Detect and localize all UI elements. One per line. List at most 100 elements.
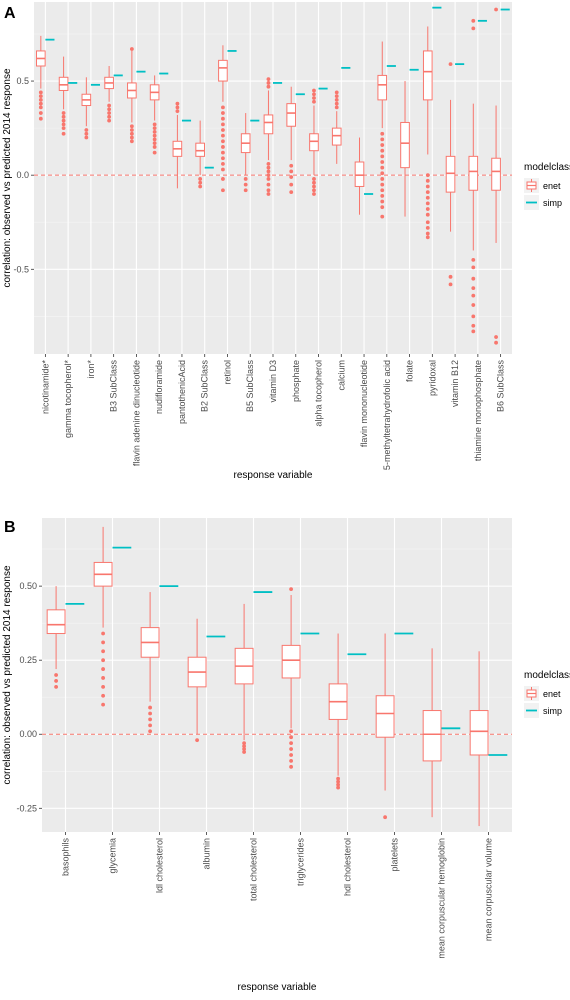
enet-box-9 (218, 45, 228, 193)
enet-box (286, 103, 297, 127)
enet-outlier (148, 723, 153, 728)
x-tick-label: vitamin B12 (450, 360, 460, 407)
enet-outlier (471, 323, 476, 328)
enet-outlier (289, 587, 293, 591)
enet-outlier (101, 667, 105, 671)
legend-title: modelclass (524, 670, 570, 681)
enet-outlier (129, 124, 134, 129)
enet-outlier (383, 815, 387, 820)
enet-box (281, 644, 301, 679)
enet-outlier (129, 135, 134, 140)
enet-outlier (312, 99, 316, 104)
enet-box-5 (127, 47, 137, 144)
enet-outlier (221, 122, 225, 127)
enet-box (46, 609, 66, 635)
enet-box (468, 155, 479, 191)
enet-outlier (380, 199, 385, 204)
enet-outlier (380, 148, 385, 153)
enet-outlier (448, 274, 453, 279)
enet-box (195, 142, 205, 157)
enet-outlier (221, 116, 225, 121)
enet-outlier (61, 118, 66, 123)
enet-outlier (266, 84, 271, 89)
enet-outlier (266, 177, 271, 181)
enet-outlier (129, 139, 134, 144)
x-tick-label: flavin adenine dinucleotide (131, 360, 141, 466)
enet-outlier (380, 177, 385, 181)
enet-outlier (54, 684, 58, 689)
enet-box-13 (309, 88, 319, 196)
y-axis-title: correlation: observed vs predicted 2014 … (2, 565, 13, 784)
enet-outlier (312, 96, 316, 100)
enet-outlier (152, 126, 157, 131)
enet-outlier (289, 729, 293, 734)
enet-box-2 (58, 56, 69, 136)
enet-outlier (152, 137, 157, 142)
enet-box-10 (240, 113, 251, 193)
enet-outlier (242, 750, 247, 754)
enet-outlier (61, 126, 66, 131)
enet-box-4 (104, 66, 114, 123)
enet-outlier (471, 18, 476, 23)
enet-outlier (198, 177, 203, 181)
enet-outlier (425, 225, 430, 230)
enet-outlier (129, 47, 134, 51)
enet-outlier (198, 180, 203, 185)
enet-outlier (425, 184, 430, 189)
enet-box-12 (286, 86, 297, 195)
x-tick-label: B5 SubClass (245, 360, 255, 413)
enet-outlier (425, 178, 430, 183)
enet-outlier (289, 190, 294, 195)
enet-outlier (494, 340, 498, 345)
enet-outlier (471, 286, 476, 291)
enet-box-6 (149, 75, 160, 155)
enet-outlier (221, 177, 225, 181)
enet-box (469, 710, 489, 756)
enet-outlier (312, 188, 316, 193)
enet-outlier (243, 182, 248, 187)
plot-background (42, 518, 512, 832)
enet-outlier (425, 212, 430, 217)
enet-outlier (380, 205, 385, 210)
enet-outlier (107, 114, 112, 119)
enet-outlier (334, 105, 339, 110)
enet-outlier (289, 764, 293, 769)
enet-outlier (101, 640, 105, 645)
x-tick-label: ldl cholesterol (155, 838, 165, 893)
enet-outlier (61, 111, 66, 115)
y-tick-label: 0.5 (16, 76, 29, 86)
legend-label-simp: simp (543, 198, 562, 208)
x-tick-label: hdl cholesterol (343, 838, 353, 896)
enet-outlier (471, 329, 476, 334)
y-tick-label: 0.25 (19, 655, 37, 665)
panel-b: B -0.25 0.00 0.25 0.50 basophils glycemia ldl c… (2, 518, 570, 993)
enet-box-3 (140, 592, 160, 734)
enet-outlier (448, 282, 453, 287)
enet-box-17 (400, 81, 410, 217)
legend: modelclass enet simp (524, 670, 570, 718)
enet-outlier (38, 101, 43, 106)
enet-outlier (38, 111, 43, 115)
x-tick-label: pyridoxal (427, 360, 437, 396)
enet-outlier (101, 702, 105, 707)
enet-box (491, 157, 501, 191)
x-tick-label: nicotinamide* (40, 360, 50, 415)
enet-outlier (54, 673, 58, 677)
enet-outlier (84, 135, 89, 140)
enet-outlier (336, 785, 340, 790)
x-tick-label: glycemia (108, 838, 118, 874)
enet-outlier (471, 276, 476, 281)
enet-outlier (471, 314, 476, 319)
enet-outlier (289, 759, 293, 763)
enet-outlier (380, 182, 385, 187)
enet-box-11 (263, 77, 274, 196)
enet-outlier (312, 177, 316, 181)
enet-box-10 (469, 651, 489, 827)
enet-outlier (494, 335, 498, 339)
enet-outlier (425, 220, 430, 225)
enet-outlier (471, 26, 476, 31)
enet-outlier (101, 631, 105, 636)
enet-box (445, 155, 456, 193)
enet-outlier (221, 111, 225, 115)
